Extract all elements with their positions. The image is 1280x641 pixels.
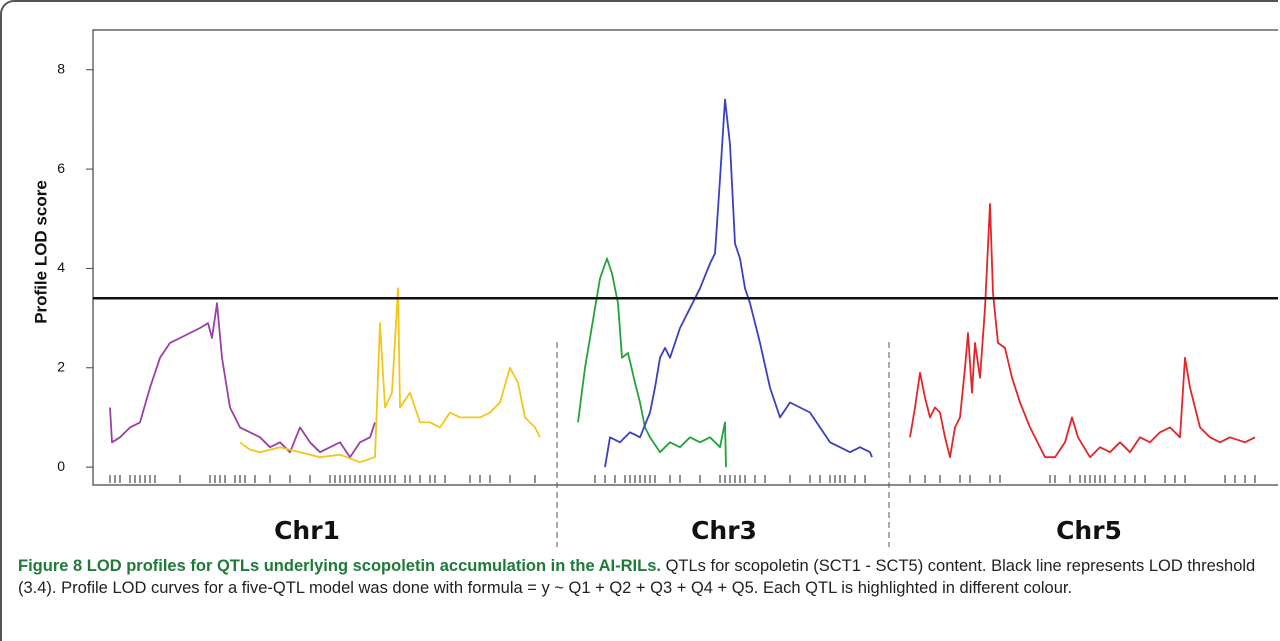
chromosome-label: Chr5 (1056, 516, 1122, 545)
caption-title: LOD profiles for QTLs underlying scopole… (86, 557, 661, 575)
chromosome-label: Chr1 (274, 516, 340, 545)
y-tick-label: 0 (57, 458, 65, 474)
chart: Profile LOD score 0 2 4 6 8 Chr1 Chr3 Chr5 (31, 29, 1278, 547)
y-axis-title: Profile LOD score (31, 180, 50, 324)
y-tick-label: 2 (57, 358, 65, 374)
caption-text: QTLs for scopoletin (SCT1 - SCT5) conten… (18, 557, 1256, 597)
lod-curve (577, 257, 727, 468)
y-tick-label: 8 (57, 60, 65, 76)
caption-label: Figure 8 (18, 557, 83, 575)
caption: Figure 8 LOD profiles for QTLs underlyin… (18, 555, 1263, 599)
lod-curve (909, 202, 1256, 459)
lod-curve (239, 287, 541, 464)
y-tick-label: 4 (57, 259, 65, 275)
plot-frame (92, 29, 1278, 486)
chromosome-label: Chr3 (691, 516, 757, 545)
lod-curve (604, 98, 873, 468)
lod-curve (109, 302, 376, 459)
y-tick-label: 6 (57, 160, 65, 176)
